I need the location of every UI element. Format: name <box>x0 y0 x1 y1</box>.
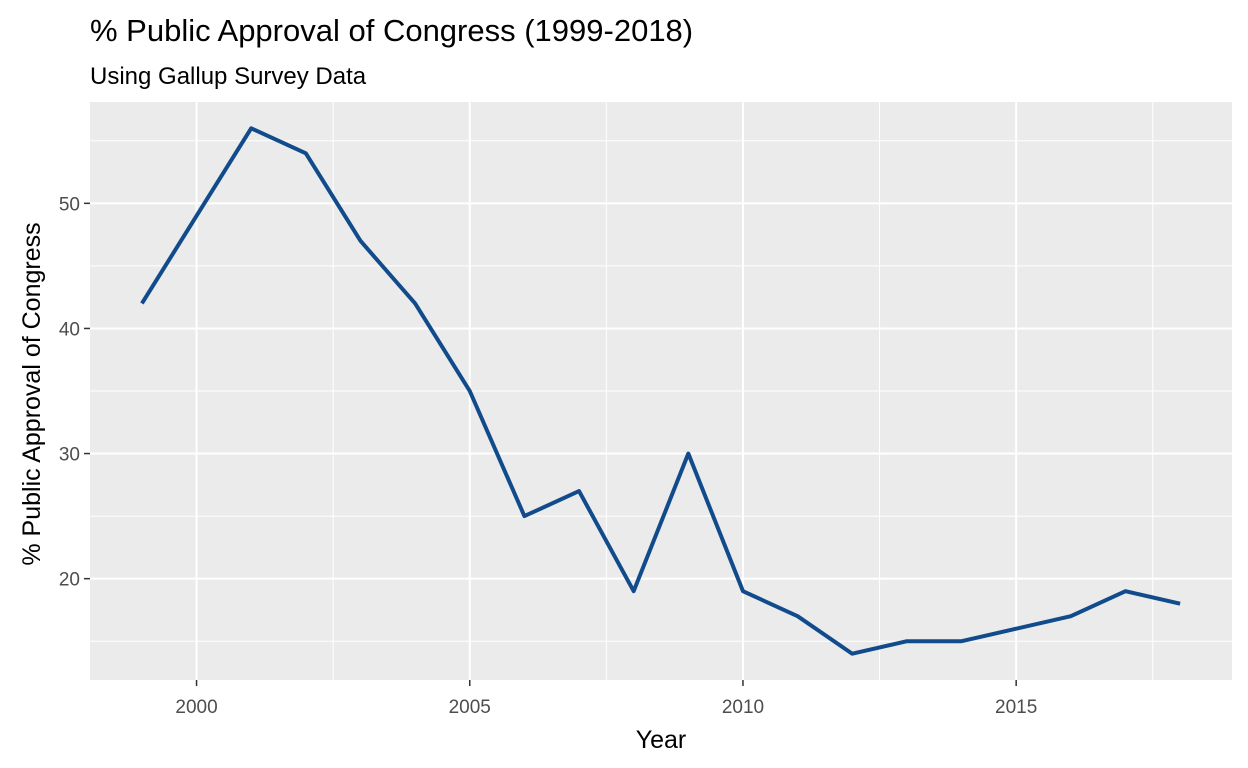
x-tick-label: 2005 <box>449 697 491 718</box>
y-axis-title: % Public Approval of Congress <box>18 222 46 565</box>
x-tick-label: 2000 <box>175 697 217 718</box>
y-tick-label: 50 <box>59 194 80 215</box>
x-axis-ticks: 2000 2005 2010 2015 <box>175 680 1037 718</box>
approval-series-line <box>140 126 1181 656</box>
x-axis-title: Year <box>636 726 687 754</box>
y-tick-label: 40 <box>59 319 80 340</box>
chart-subtitle: Using Gallup Survey Data <box>90 63 367 90</box>
x-tick-label: 2015 <box>995 697 1037 718</box>
y-axis-ticks: 20 30 40 50 <box>59 194 90 591</box>
y-tick-label: 30 <box>59 445 80 466</box>
y-tick-label: 20 <box>59 570 80 591</box>
x-tick-label: 2010 <box>722 697 764 718</box>
chart-title: % Public Approval of Congress (1999-2018… <box>90 13 693 48</box>
